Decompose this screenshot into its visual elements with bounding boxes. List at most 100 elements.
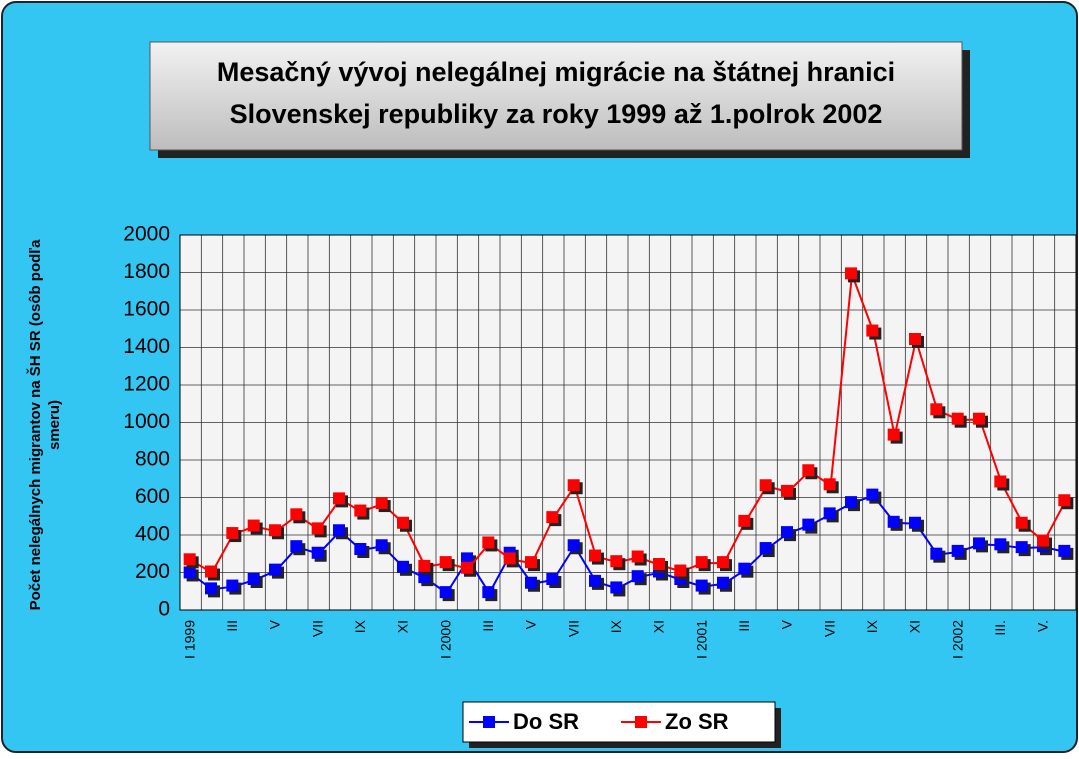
marker: [333, 524, 345, 537]
marker: [354, 504, 367, 517]
marker: [930, 547, 943, 560]
marker: [461, 552, 473, 565]
y-tick-label: 2000: [123, 223, 170, 246]
marker: [823, 478, 836, 491]
marker: [610, 581, 623, 594]
marker: [567, 539, 580, 552]
marker: [546, 511, 559, 524]
y-tick-label: 1000: [123, 410, 170, 433]
x-tick-label: IX: [608, 619, 624, 633]
marker: [1015, 541, 1028, 554]
x-tick-label: IX: [352, 619, 368, 633]
y-tick-label: 1200: [123, 373, 170, 396]
marker: [183, 566, 196, 579]
marker: [717, 556, 729, 569]
marker: [631, 550, 644, 563]
y-tick-label: 800: [135, 448, 170, 471]
marker: [482, 586, 495, 599]
x-tick-label: VII: [821, 620, 837, 637]
marker: [589, 549, 601, 562]
marker: [269, 524, 281, 537]
x-tick-label: I 2000: [437, 620, 453, 659]
marker: [738, 514, 751, 527]
marker: [887, 428, 900, 441]
legend-label: Do SR: [513, 709, 579, 734]
x-tick-label: V.: [1035, 620, 1051, 632]
x-tick-label: XI: [907, 620, 923, 633]
marker: [674, 564, 687, 577]
marker: [418, 559, 431, 572]
marker: [909, 333, 921, 345]
marker: [994, 475, 1007, 488]
marker: [695, 556, 708, 569]
marker: [631, 570, 644, 583]
y-tick-label: 1400: [123, 335, 170, 358]
marker: [1015, 516, 1028, 529]
marker: [226, 579, 239, 592]
y-tick-label: 400: [135, 523, 170, 546]
marker: [973, 412, 985, 425]
marker: [653, 558, 665, 570]
legend-marker: [635, 716, 647, 728]
x-tick-label: V: [523, 619, 539, 629]
marker: [887, 515, 900, 528]
marker: [695, 579, 708, 592]
x-tick-label: III: [480, 620, 496, 632]
x-tick-label: I 2002: [949, 620, 965, 659]
y-tick-label: 1600: [123, 298, 170, 321]
marker: [823, 507, 836, 520]
marker: [1037, 534, 1049, 547]
marker: [525, 576, 537, 589]
marker: [375, 497, 388, 510]
x-tick-label: V: [779, 619, 795, 629]
marker: [269, 563, 281, 576]
marker: [866, 488, 879, 501]
y-tick-label: 200: [135, 560, 170, 583]
x-tick-label: V: [267, 619, 283, 629]
x-tick-label: I 1999: [181, 620, 197, 659]
marker: [461, 561, 473, 574]
marker: [781, 526, 793, 539]
y-tick-label: 1800: [123, 260, 170, 283]
marker: [845, 267, 857, 280]
x-tick-label: XI: [651, 620, 667, 633]
marker: [717, 576, 729, 589]
marker: [333, 492, 345, 505]
y-tick-label: 0: [158, 598, 170, 621]
marker: [525, 556, 537, 569]
marker: [290, 540, 303, 553]
marker: [439, 556, 452, 569]
marker: [439, 586, 452, 599]
marker: [759, 479, 772, 492]
marker: [759, 542, 772, 555]
marker: [589, 574, 601, 587]
marker: [781, 484, 793, 497]
x-tick-label: IX: [864, 619, 880, 633]
x-tick-label: VII: [565, 620, 581, 637]
legend: [462, 701, 776, 743]
marker: [738, 562, 751, 575]
y-tick-label: 600: [135, 485, 170, 508]
title-box: [149, 41, 963, 151]
x-tick-label: VII: [309, 620, 325, 637]
marker: [311, 522, 324, 535]
marker: [375, 539, 388, 552]
marker: [802, 518, 815, 531]
marker: [1058, 494, 1071, 507]
marker: [183, 553, 196, 566]
marker: [290, 508, 303, 521]
marker: [354, 543, 367, 555]
x-tick-label: III: [736, 620, 752, 632]
marker: [951, 412, 964, 425]
x-tick-label: I 2001: [693, 620, 709, 659]
marker: [205, 565, 217, 578]
marker: [973, 537, 985, 550]
marker: [845, 496, 857, 509]
marker: [311, 546, 324, 559]
x-tick-label: III.: [992, 620, 1008, 636]
marker: [205, 582, 217, 595]
marker: [951, 544, 964, 557]
marker: [1058, 544, 1071, 557]
marker: [397, 516, 409, 529]
